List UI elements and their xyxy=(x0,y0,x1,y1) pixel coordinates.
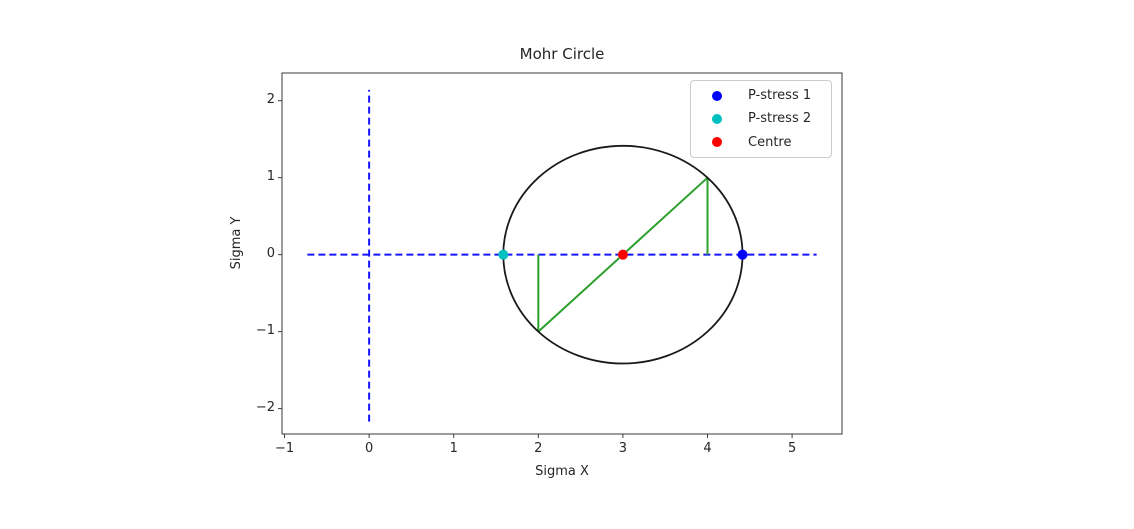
y-tick-label: −1 xyxy=(255,322,275,338)
x-axis-label: Sigma X xyxy=(535,464,589,479)
point-centre xyxy=(617,249,628,260)
x-tick-label: −1 xyxy=(274,441,295,456)
y-tick-label: −2 xyxy=(255,399,275,415)
legend-label: P-stress 1 xyxy=(748,88,812,104)
legend-label: P-stress 2 xyxy=(748,111,812,127)
x-tick-label: 0 xyxy=(364,441,374,456)
x-tick-label: 5 xyxy=(787,441,797,456)
legend-box: P-stress 1 P-stress 2 Centre xyxy=(690,80,832,158)
legend-item: P-stress 2 xyxy=(691,108,831,130)
legend-item: Centre xyxy=(691,131,831,153)
legend-label: Centre xyxy=(748,134,792,150)
y-tick-label: 1 xyxy=(266,168,275,184)
point-p-stress-1 xyxy=(737,249,748,260)
y-tick-label: 0 xyxy=(266,245,275,261)
legend-item: P-stress 1 xyxy=(691,85,831,107)
legend-marker-dot xyxy=(712,113,722,124)
legend-marker-dot xyxy=(712,137,722,148)
x-tick-label: 4 xyxy=(703,441,712,456)
x-tick-label: 1 xyxy=(449,441,458,456)
legend-marker-dot xyxy=(712,90,722,101)
axes-frame xyxy=(281,72,843,435)
x-tick-label: 3 xyxy=(618,441,628,456)
y-tick-label: 2 xyxy=(266,91,275,107)
point-p-stress-2 xyxy=(498,249,509,260)
plot-title: Mohr Circle xyxy=(519,45,605,63)
y-axis-label: Sigma Y xyxy=(229,216,244,270)
x-tick-label: 2 xyxy=(534,441,543,456)
